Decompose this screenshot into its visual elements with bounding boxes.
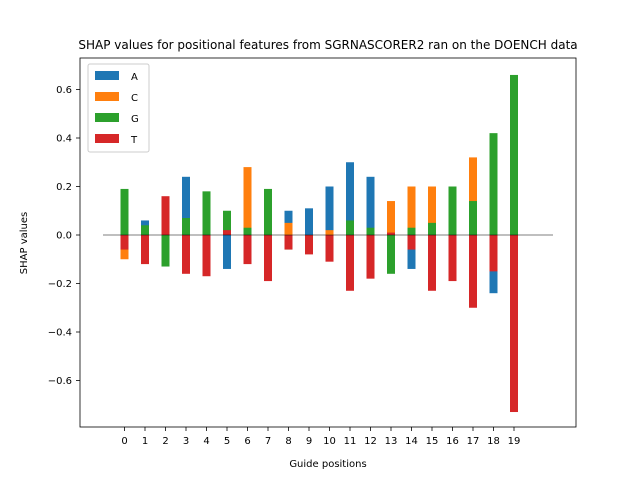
legend-label-G: G — [131, 114, 139, 125]
legend-swatch-C — [95, 92, 119, 101]
x-tick-label-7: 7 — [265, 436, 271, 447]
bar-C-pos-13 — [387, 201, 395, 235]
x-tick-label-17: 17 — [467, 436, 480, 447]
y-axis-ticks: −0.6 −0.4 −0.2 0.0 0.2 0.4 0.6 — [48, 85, 80, 387]
y-tick-label-1: −0.4 — [48, 328, 72, 339]
x-tick-label-5: 5 — [224, 436, 230, 447]
bar-G-pos-18 — [489, 133, 498, 235]
bar-G-pos-15 — [428, 222, 436, 235]
bar-G-pos-2 — [161, 235, 170, 267]
bar-T-pos-4 — [202, 235, 211, 277]
bar-T-pos-13 — [387, 232, 395, 235]
bar-T-pos-15 — [428, 235, 436, 291]
bar-T-pos-3 — [182, 235, 190, 274]
bars-group — [120, 74, 518, 413]
bar-C-pos-8 — [284, 222, 293, 235]
bar-T-pos-5 — [223, 230, 231, 235]
bar-A-pos-14 — [407, 235, 416, 269]
bar-G-pos-7 — [264, 188, 272, 235]
y-tick-label-6: 0.6 — [56, 85, 72, 96]
bar-G-pos-14 — [407, 227, 416, 235]
x-tick-label-14: 14 — [405, 436, 418, 447]
bar-C-pos-10 — [325, 230, 334, 235]
x-tick-label-10: 10 — [323, 436, 336, 447]
bar-T-pos-17 — [469, 235, 477, 308]
legend-swatch-A — [95, 71, 119, 80]
bar-C-pos-15 — [428, 186, 436, 235]
x-tick-label-13: 13 — [385, 436, 398, 447]
legend-swatch-G — [95, 113, 119, 122]
bar-G-pos-16 — [448, 186, 457, 235]
bar-T-pos-11 — [346, 235, 354, 291]
legend-swatch-T — [95, 134, 119, 143]
bar-T-pos-19 — [510, 235, 518, 413]
x-tick-label-16: 16 — [446, 436, 459, 447]
y-tick-label-3: 0.0 — [56, 231, 72, 242]
y-tick-label-0: −0.6 — [48, 376, 72, 387]
bar-T-pos-12 — [366, 235, 375, 279]
bar-A-pos-10 — [325, 186, 334, 235]
y-axis-label: SHAP values — [19, 212, 30, 274]
x-tick-label-11: 11 — [344, 436, 357, 447]
bar-T-pos-0 — [120, 235, 129, 250]
legend-label-T: T — [130, 135, 138, 146]
y-tick-label-4: 0.2 — [56, 182, 72, 193]
bar-G-pos-19 — [510, 74, 518, 235]
bar-C-pos-14 — [407, 186, 416, 235]
legend-frame — [87, 63, 150, 153]
x-tick-label-15: 15 — [426, 436, 439, 447]
bar-G-pos-4 — [202, 191, 211, 235]
bar-A-pos-12 — [366, 176, 375, 235]
x-tick-label-18: 18 — [487, 436, 500, 447]
bar-G-pos-11 — [346, 220, 354, 235]
bar-T-pos-10 — [325, 235, 334, 262]
bar-G-pos-12 — [366, 227, 375, 235]
bar-T-pos-1 — [141, 235, 149, 265]
x-tick-label-0: 0 — [121, 436, 127, 447]
x-tick-label-6: 6 — [244, 436, 250, 447]
chart-title: SHAP values for positional features from… — [78, 38, 577, 52]
y-tick-label-2: −0.2 — [48, 279, 72, 290]
bar-C-pos-6 — [243, 167, 252, 235]
x-tick-label-12: 12 — [364, 436, 377, 447]
bar-A-pos-3 — [182, 176, 190, 235]
bar-T-pos-16 — [448, 235, 457, 282]
bar-T-pos-7 — [264, 235, 272, 282]
x-tick-label-3: 3 — [183, 436, 189, 447]
legend-label-A: A — [131, 72, 138, 83]
bar-A-pos-9 — [305, 208, 313, 235]
y-tick-label-5: 0.4 — [56, 134, 72, 145]
bar-T-pos-6 — [243, 235, 252, 265]
bar-T-pos-9 — [305, 235, 313, 255]
bar-G-pos-0 — [120, 188, 129, 235]
plot-area-frame — [79, 57, 577, 428]
bar-T-pos-2 — [161, 196, 170, 235]
bar-G-pos-17 — [469, 201, 477, 235]
bar-G-pos-3 — [182, 218, 190, 235]
bar-G-pos-13 — [387, 235, 395, 274]
x-tick-label-8: 8 — [285, 436, 291, 447]
bar-C-pos-17 — [469, 157, 477, 235]
bar-G-pos-5 — [223, 210, 231, 235]
bar-G-pos-1 — [141, 225, 149, 235]
x-tick-label-9: 9 — [306, 436, 312, 447]
x-axis-ticks: 0 1 2 3 4 5 6 7 8 9 10 11 12 13 14 15 16 17 18 19 — [121, 427, 520, 447]
x-tick-label-1: 1 — [142, 436, 148, 447]
legend-label-C: C — [131, 93, 138, 104]
bar-A-pos-5 — [223, 235, 231, 269]
bar-T-pos-18 — [489, 235, 498, 272]
bar-T-pos-8 — [284, 235, 293, 250]
bar-T-pos-14 — [407, 235, 416, 250]
x-axis-label: Guide positions — [289, 459, 366, 470]
bar-A-pos-11 — [346, 162, 354, 235]
bar-G-pos-6 — [243, 227, 252, 235]
x-tick-label-19: 19 — [508, 436, 521, 447]
x-tick-label-2: 2 — [162, 436, 168, 447]
x-tick-label-4: 4 — [203, 436, 209, 447]
